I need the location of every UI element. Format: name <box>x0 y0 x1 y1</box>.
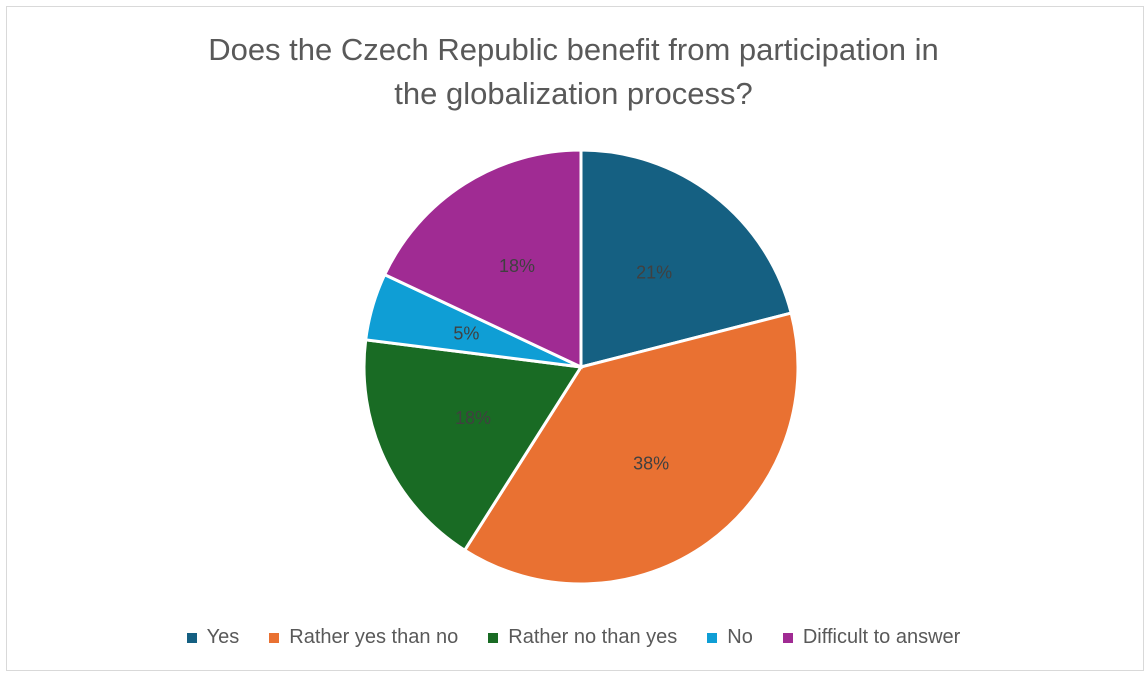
pie-chart: 21% 38% 18% 5% 18% <box>362 148 800 586</box>
pie-slice-yes <box>579 148 794 369</box>
chart-title-line-2: the globalization process? <box>394 76 753 111</box>
data-label-difficult: 18% <box>499 256 535 276</box>
legend-swatch-difficult <box>782 632 793 643</box>
legend-swatch-no <box>707 632 718 643</box>
legend-item-no: No <box>707 626 753 649</box>
pie-slice-rather-yes <box>462 311 800 586</box>
legend-label-yes: Yes <box>206 626 240 648</box>
legend-swatch-rather-yes <box>269 632 280 643</box>
legend-swatch-rather-no <box>488 632 499 643</box>
legend-item-difficult: Difficult to answer <box>782 626 961 649</box>
legend-label-no: No <box>727 626 753 648</box>
legend-item-rather-no: Rather no than yes <box>488 626 677 649</box>
chart-title: Does the Czech Republic benefit from par… <box>0 28 1147 116</box>
legend-label-rather-no: Rather no than yes <box>508 626 678 648</box>
legend: Yes Rather yes than no Rather no than ye… <box>0 626 1147 649</box>
legend-item-rather-yes: Rather yes than no <box>269 626 458 649</box>
pie-slice-difficult <box>382 148 583 370</box>
pie-data-labels: 21% 38% 18% 5% 18% <box>453 256 672 473</box>
legend-swatch-yes <box>186 632 197 643</box>
legend-label-rather-yes: Rather yes than no <box>289 626 459 648</box>
data-label-rather-no: 18% <box>455 408 491 428</box>
data-label-no: 5% <box>453 324 479 344</box>
legend-item-yes: Yes <box>186 626 240 649</box>
pie-slices <box>362 148 800 586</box>
pie-slice-rather-no <box>362 338 584 553</box>
chart-title-line-1: Does the Czech Republic benefit from par… <box>208 32 939 67</box>
legend-label-difficult: Difficult to answer <box>802 626 961 648</box>
data-label-rather-yes: 38% <box>633 454 669 474</box>
data-label-yes: 21% <box>636 263 672 283</box>
